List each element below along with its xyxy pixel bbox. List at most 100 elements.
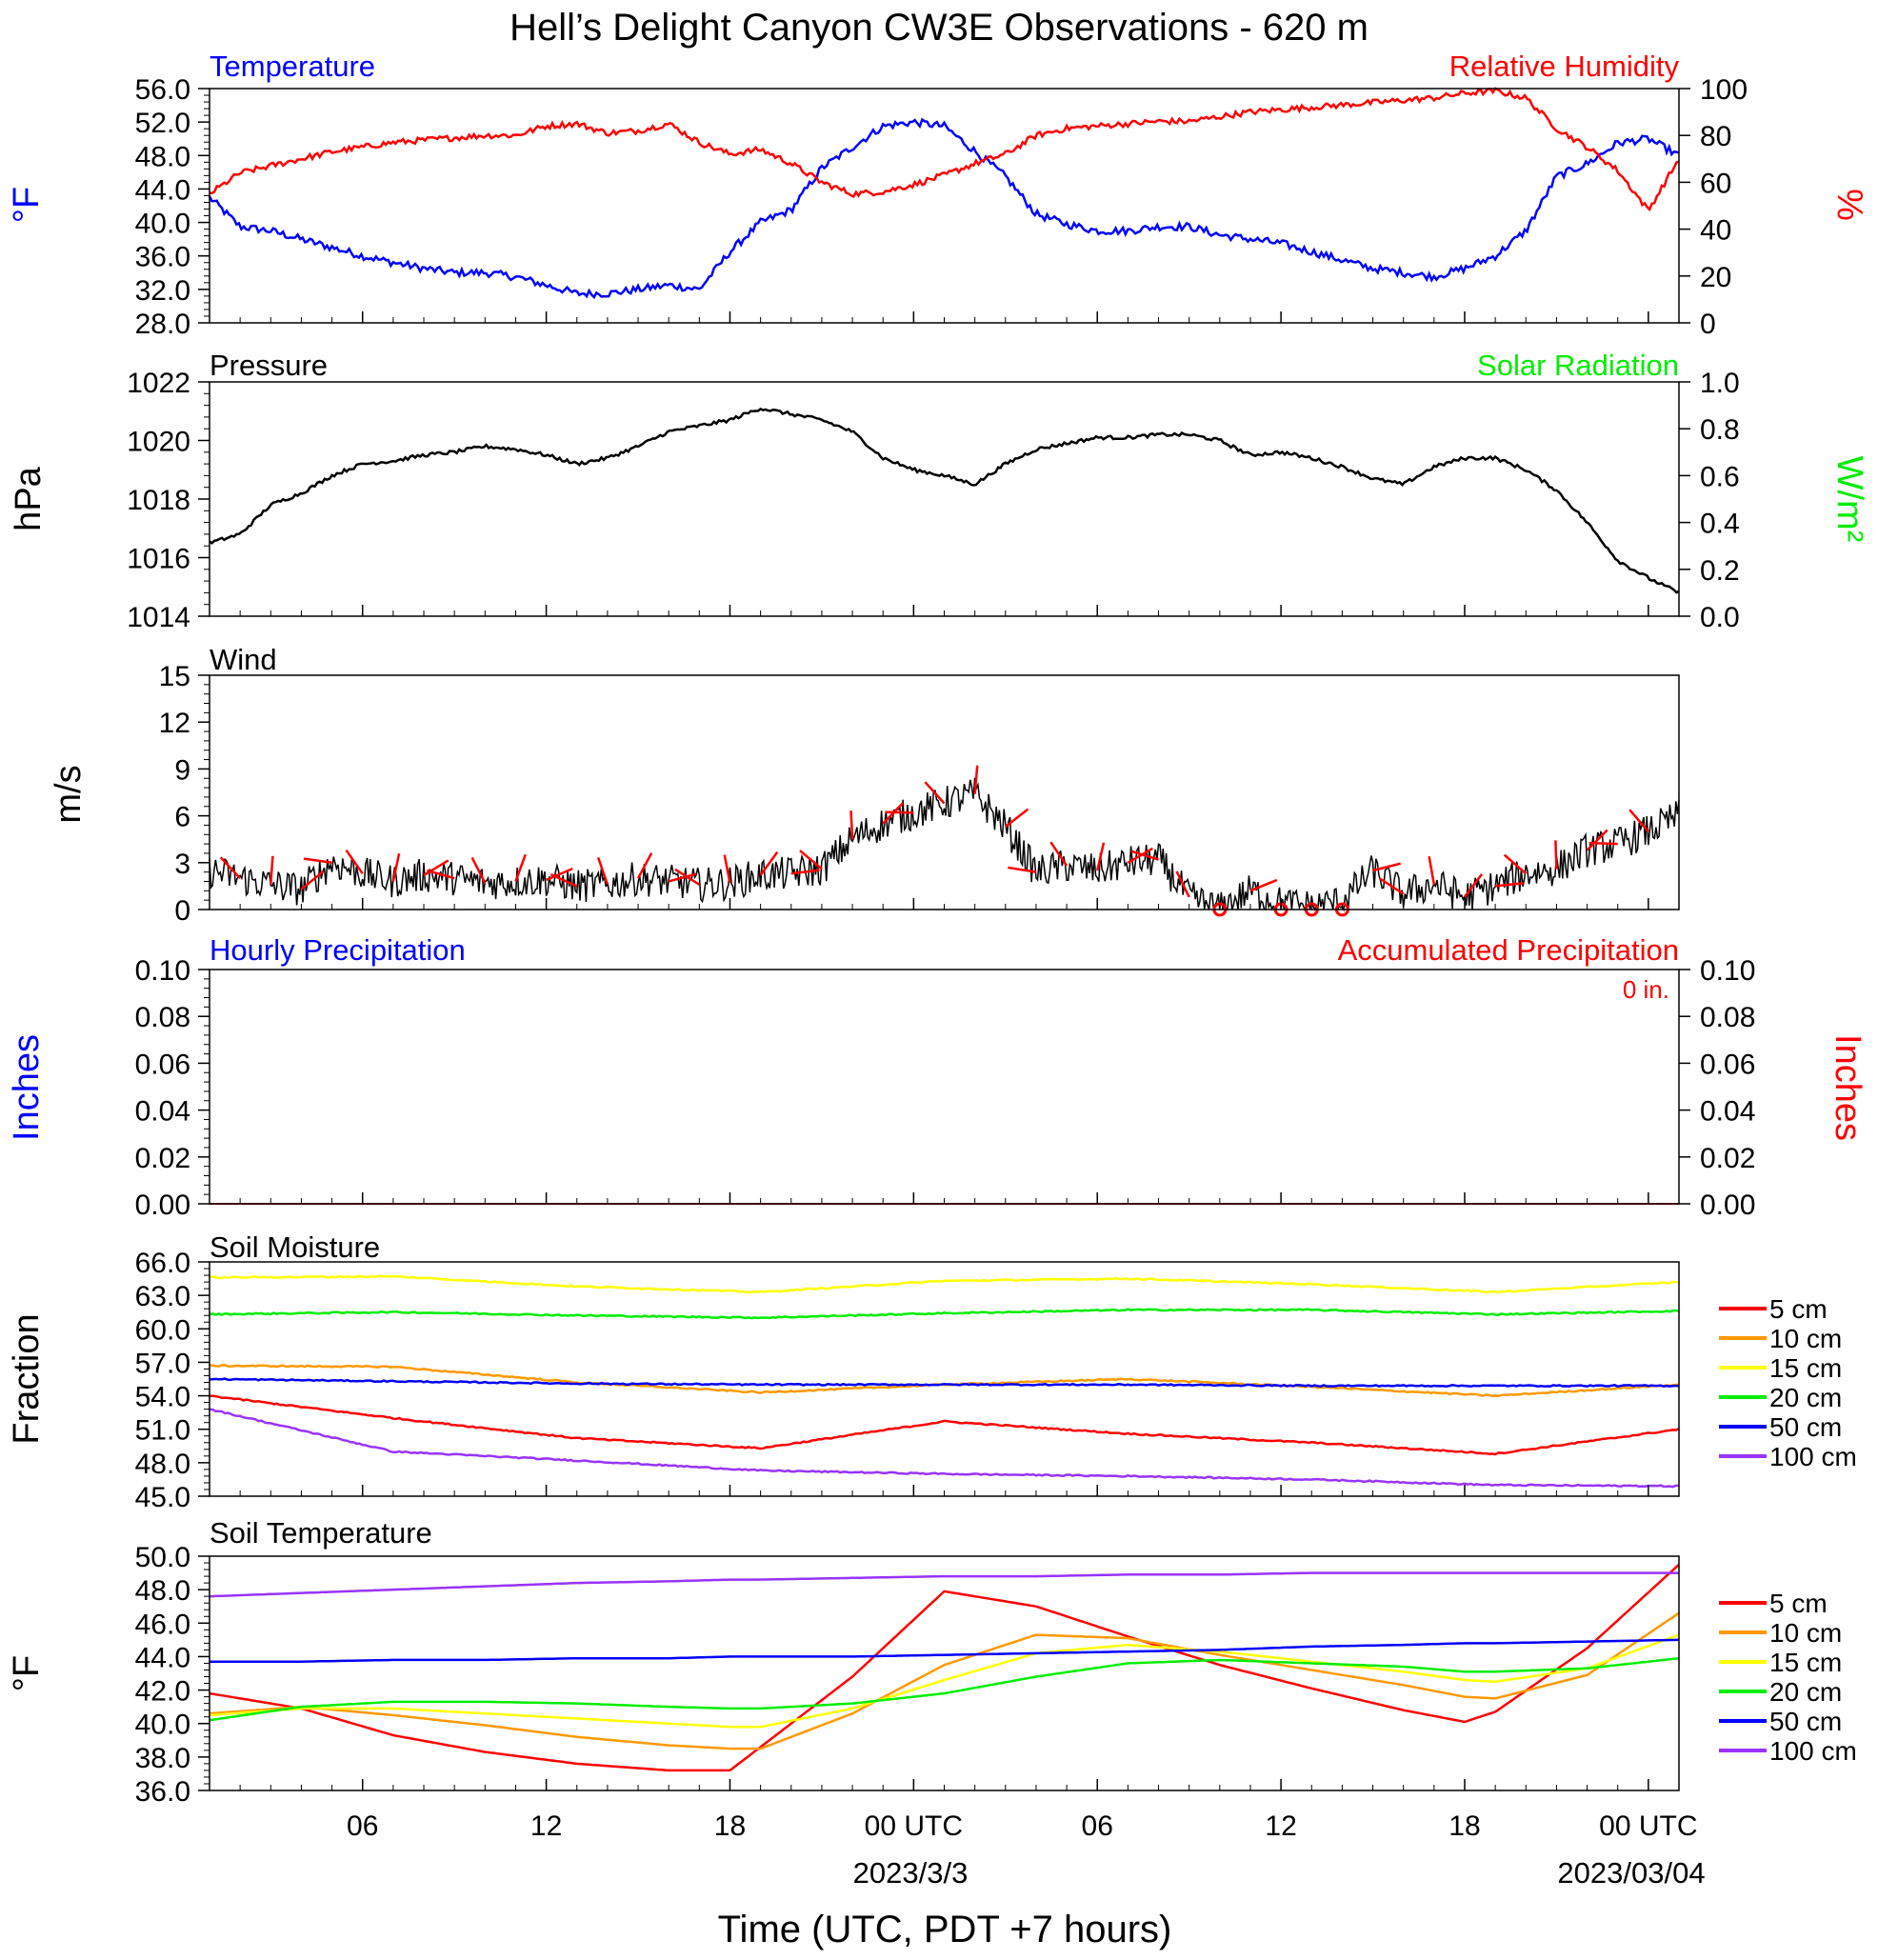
pressure-frame [209, 381, 1680, 617]
x-tick-label: 18 [1448, 1810, 1480, 1842]
precip-left-axis-ticks: 0.10 0.08 0.06 0.04 0.02 0.00 [135, 955, 210, 1221]
solar-axis-tick-label: 0.6 [1700, 461, 1740, 492]
precip-right-axis-ticks: 0.10 0.08 0.06 0.04 0.02 0.00 [1679, 955, 1755, 1221]
date-label-2: 2023/03/04 [1557, 1856, 1705, 1890]
temperature-axis-tick-label: 44.0 [135, 174, 190, 206]
soil-temperature-axis-tick-label: 44.0 [135, 1642, 190, 1673]
temperature-axis-tick-label: 48.0 [135, 141, 190, 172]
temperature-title: Temperature [210, 50, 375, 83]
soil-moisture-axis-tick-label: 66.0 [135, 1248, 190, 1279]
temperature-axis-tick-label: 40.0 [135, 209, 190, 240]
wind-barb [1463, 873, 1484, 898]
pressure-axis-tick-label: 1020 [127, 427, 190, 458]
humidity-axis-tick-label: 100 [1700, 74, 1748, 106]
soil-temperature-axis-tick-label: 48.0 [135, 1575, 190, 1607]
soil-moisture-axis-tick-label: 60.0 [135, 1314, 190, 1346]
temperature-unit: °F [7, 187, 47, 223]
pressure-axis-tick-label: 1022 [127, 368, 190, 399]
solar-unit: W/m² [1829, 456, 1869, 543]
precip-left-axis-tick-label: 0.02 [135, 1143, 190, 1174]
accumulated-precip-title: Accumulated Precipitation [1338, 933, 1679, 967]
temperature-axis-tick-label: 52.0 [135, 108, 190, 139]
humidity-axis-tick-label: 40 [1700, 215, 1731, 247]
wind-barb [759, 850, 779, 876]
wind-panel: Wind 15 12 9 6 3 0 m/s [49, 643, 1680, 927]
wind-barb [1049, 841, 1069, 867]
wind-axis-tick-label: 15 [159, 661, 190, 692]
humidity-axis-tick-label: 20 [1700, 262, 1731, 293]
accumulated-precip-unit: Inches [1828, 1034, 1868, 1141]
soil-temperature-legend-label: 20 cm [1769, 1677, 1842, 1707]
precip-left-axis-tick-label: 0.08 [135, 1002, 190, 1033]
precip-right-axis-tick-label: 0.02 [1700, 1143, 1755, 1174]
soil-temperature-legend-label: 50 cm [1769, 1707, 1842, 1736]
soil-temperature-line-5cm [209, 1563, 1680, 1772]
humidity-axis-tick-label: 0 [1700, 309, 1716, 340]
wind-barb [799, 850, 823, 870]
temperature-line [208, 117, 1680, 300]
wind-axis-tick-label: 0 [174, 895, 190, 927]
wind-unit: m/s [49, 765, 89, 823]
precip-panel: Hourly Precipitation Accumulated Precipi… [7, 933, 1868, 1221]
x-tick-label: 00 UTC [865, 1810, 963, 1842]
solar-axis-tick-label: 1.0 [1700, 368, 1740, 399]
humidity-unit: % [1829, 189, 1869, 221]
wind-barb [391, 852, 401, 882]
wind-barb [300, 870, 325, 890]
wind-barb [636, 852, 653, 879]
precip-total-label: 0 in. [1623, 975, 1669, 1004]
soil-moisture-legend-label: 10 cm [1769, 1324, 1842, 1353]
precip-left-axis-tick-label: 0.06 [135, 1049, 190, 1080]
soil-moisture-frame [209, 1261, 1680, 1497]
temperature-axis-tick-label: 56.0 [135, 74, 190, 106]
wind-barb [1628, 809, 1649, 832]
temperature-panel: Temperature Relative Humidity 56.052.048… [7, 50, 1869, 340]
pressure-axis-tick-label: 1016 [127, 544, 190, 575]
precip-right-axis-tick-label: 0.00 [1700, 1190, 1755, 1221]
wind-barb [1249, 878, 1278, 892]
solar-axis-tick-label: 0.0 [1700, 602, 1740, 633]
soil-temperature-line-10cm [209, 1611, 1680, 1750]
wind-barb [219, 856, 242, 880]
temperature-axis-tick-label: 32.0 [135, 275, 190, 307]
pressure-title: Pressure [210, 349, 328, 382]
soil-temperature-line-20cm [209, 1656, 1680, 1722]
humidity-line [209, 87, 1680, 212]
wind-barb [514, 853, 527, 882]
solar-axis-tick-label: 0.2 [1700, 555, 1740, 587]
hourly-precip-unit: Inches [7, 1034, 47, 1141]
humidity-axis-tick-label: 60 [1700, 168, 1731, 199]
soil-moisture-axis-tick-label: 54.0 [135, 1382, 190, 1413]
soil-temperature-axis-ticks: 50.048.046.044.042.040.038.036.0 [135, 1542, 210, 1808]
soil-temperature-legend-label: 15 cm [1769, 1648, 1842, 1677]
soil-moisture-legend-label: 20 cm [1769, 1383, 1842, 1412]
solar-radiation-title: Solar Radiation [1477, 349, 1679, 382]
hourly-precip-title: Hourly Precipitation [210, 933, 466, 967]
soil-temperature-legend-label: 10 cm [1769, 1618, 1842, 1648]
wind-barb [546, 867, 573, 881]
x-tick-label: 12 [1265, 1810, 1296, 1842]
pressure-unit: hPa [9, 466, 49, 530]
wind-barb [1494, 882, 1525, 888]
soil-moisture-axis-tick-label: 51.0 [135, 1415, 190, 1447]
wind-speed-line [209, 777, 1680, 912]
precip-right-axis-tick-label: 0.04 [1700, 1096, 1755, 1128]
precip-frame [209, 969, 1680, 1205]
pressure-line [209, 407, 1680, 594]
wind-barb [1372, 862, 1401, 872]
soil-moisture-lines [209, 1274, 1680, 1489]
temperature-axis-tick-label: 28.0 [135, 309, 190, 340]
precip-left-axis-tick-label: 0.00 [135, 1190, 190, 1221]
wind-barb [426, 869, 455, 880]
date-label-1: 2023/3/3 [853, 1856, 969, 1890]
soil-moisture-legend-label: 100 cm [1769, 1442, 1857, 1471]
soil-moisture-line-100cm [210, 1408, 1679, 1489]
soil-moisture-legend-label: 5 cm [1769, 1294, 1828, 1324]
pressure-panel: Pressure Solar Radiation 1022 1020 1018 101… [9, 349, 1869, 633]
wind-barb [303, 857, 332, 865]
wind-barb [345, 849, 364, 874]
soil-moisture-axis-tick-label: 48.0 [135, 1449, 190, 1480]
precip-right-axis-tick-label: 0.08 [1700, 1002, 1755, 1033]
soil-temperature-axis-tick-label: 40.0 [135, 1710, 190, 1741]
